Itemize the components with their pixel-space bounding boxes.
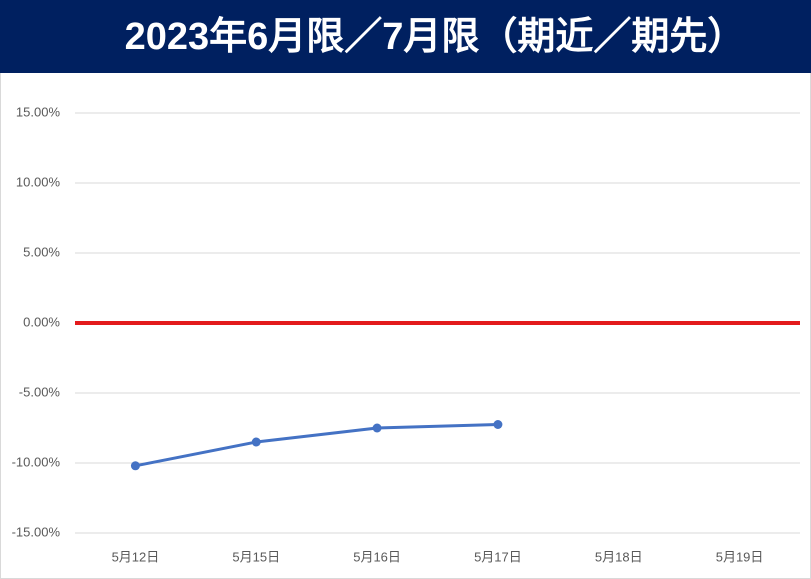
x-tick-label: 5月19日 — [716, 549, 764, 564]
x-tick-label: 5月15日 — [232, 549, 280, 564]
chart-title: 2023年6月限／7月限（期近／期先） — [125, 16, 746, 58]
x-tick-label: 5月12日 — [112, 549, 160, 564]
x-tick-label: 5月16日 — [353, 549, 401, 564]
data-point — [251, 437, 261, 447]
y-tick-label: -5.00% — [19, 384, 61, 399]
x-tick-label: 5月17日 — [474, 549, 522, 564]
y-tick-label: -10.00% — [12, 454, 61, 469]
data-point — [372, 423, 382, 433]
title-bar — [0, 0, 811, 73]
data-point — [130, 461, 140, 471]
y-tick-label: 0.00% — [23, 314, 60, 329]
y-tick-label: 10.00% — [16, 174, 61, 189]
data-point — [493, 420, 503, 429]
x-tick-label: 5月18日 — [595, 549, 643, 564]
y-tick-label: 15.00% — [16, 104, 61, 119]
y-tick-label: -15.00% — [12, 524, 61, 539]
y-tick-label: 5.00% — [23, 244, 60, 259]
data-line — [135, 423, 498, 468]
